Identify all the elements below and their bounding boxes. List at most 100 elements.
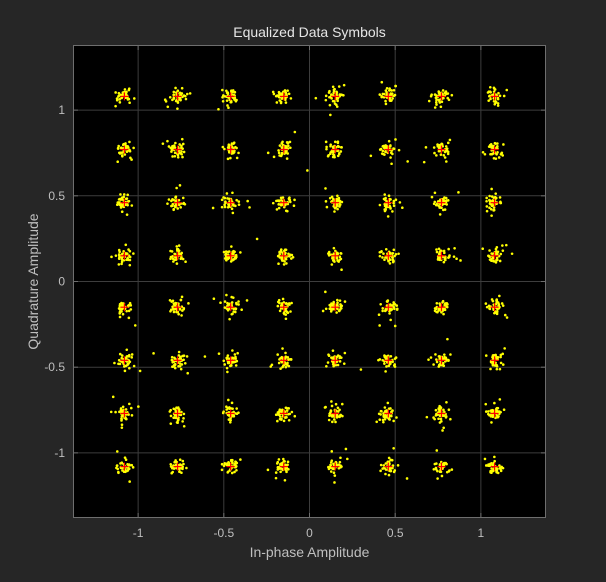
symbol-point [384, 370, 387, 373]
symbol-point [277, 90, 281, 94]
symbol-point [328, 414, 331, 418]
symbol-point [499, 467, 502, 471]
symbol-point [484, 302, 488, 305]
symbol-point [278, 144, 282, 147]
symbol-point [121, 405, 125, 409]
symbol-point [278, 250, 282, 254]
symbol-point [276, 199, 280, 202]
symbol-point [494, 192, 498, 195]
symbol-point [128, 303, 132, 307]
reference-marker [173, 92, 182, 101]
symbol-point [225, 192, 229, 195]
symbol-point [492, 156, 496, 160]
reference-marker [437, 92, 446, 101]
symbol-point [279, 101, 283, 105]
symbol-point [438, 421, 442, 424]
symbol-point [438, 408, 441, 411]
symbol-point [137, 405, 140, 408]
symbol-point [441, 208, 445, 212]
symbol-point [388, 262, 392, 265]
reference-marker [384, 251, 393, 260]
symbol-point [435, 360, 439, 364]
symbol-point [182, 417, 185, 420]
symbol-point [448, 254, 451, 257]
symbol-point [386, 401, 390, 405]
symbol-point [229, 418, 232, 422]
symbol-point [380, 249, 383, 253]
symbol-point [284, 351, 287, 355]
symbol-point [152, 352, 155, 355]
symbol-point [447, 408, 451, 412]
symbol-point [174, 252, 177, 256]
symbol-point [446, 337, 449, 341]
symbol-point [447, 256, 450, 259]
symbol-point [177, 354, 181, 357]
symbol-point [324, 98, 328, 102]
symbol-point [275, 101, 279, 104]
symbol-point [331, 85, 335, 89]
symbol-point [126, 145, 129, 148]
symbol-point [433, 106, 437, 109]
reference-marker [120, 356, 129, 365]
symbol-point [180, 471, 183, 475]
symbol-point [333, 140, 337, 144]
symbol-point [182, 94, 186, 97]
symbol-point [285, 415, 288, 419]
symbol-point [246, 199, 249, 203]
symbol-point [335, 257, 339, 260]
reference-marker [331, 92, 340, 101]
symbol-point [346, 457, 349, 461]
symbol-point [289, 310, 292, 313]
symbol-point [439, 406, 443, 409]
reference-marker [279, 409, 288, 418]
symbol-point [185, 466, 188, 470]
symbol-point [493, 311, 496, 315]
symbol-point [437, 309, 440, 312]
symbol-point [330, 93, 333, 96]
symbol-point [227, 106, 230, 109]
symbol-point [235, 407, 238, 410]
symbol-point [233, 90, 237, 94]
symbol-point [443, 410, 446, 414]
symbol-point [235, 302, 238, 306]
symbol-point [166, 105, 170, 109]
symbol-point [392, 88, 396, 92]
symbol-point [338, 203, 342, 206]
symbol-point [180, 466, 183, 470]
symbol-point [503, 347, 506, 350]
symbol-point [437, 247, 441, 251]
symbol-point [178, 184, 182, 187]
symbol-point [381, 145, 385, 148]
symbol-point [120, 423, 124, 427]
symbol-point [375, 420, 378, 424]
symbol-point [383, 209, 387, 213]
x-tick-label: 0 [306, 526, 313, 540]
symbol-point [128, 301, 132, 305]
symbol-point [498, 464, 501, 467]
symbol-point [493, 141, 497, 145]
symbol-point [129, 308, 133, 311]
symbol-point [324, 94, 328, 98]
symbol-point [327, 252, 330, 255]
symbol-point [129, 406, 133, 410]
symbol-point [282, 459, 286, 463]
symbol-point [392, 147, 395, 150]
symbol-point [280, 418, 283, 421]
symbol-point [435, 250, 439, 254]
symbol-point [383, 193, 387, 196]
reference-marker [490, 409, 499, 418]
symbol-point [446, 149, 449, 153]
symbol-point [237, 200, 241, 203]
symbol-point [237, 303, 240, 306]
symbol-point [289, 97, 293, 100]
symbol-point [182, 354, 185, 358]
tick-layer: -1 -0.5 0 0.5 1 -1 -0.5 0 0.5 1 [44, 45, 546, 540]
symbol-point [227, 250, 231, 253]
symbol-point [339, 257, 343, 261]
symbol-point [172, 93, 176, 97]
symbol-point [436, 143, 439, 146]
symbol-point [491, 354, 495, 357]
symbol-point [126, 203, 129, 207]
symbol-point [118, 98, 121, 101]
symbol-point [483, 152, 487, 156]
